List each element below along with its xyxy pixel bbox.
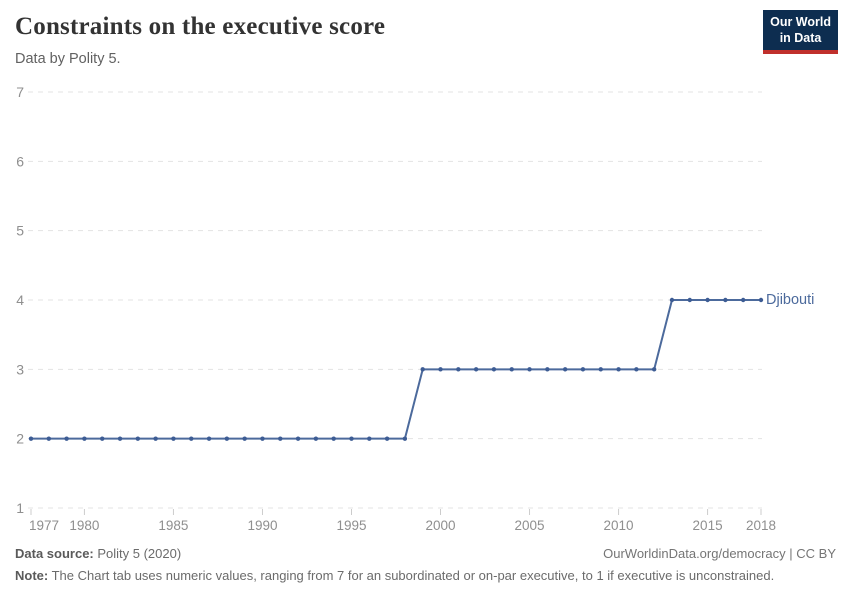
x-tick-label: 1995 <box>336 518 366 533</box>
data-point <box>491 367 497 372</box>
owid-logo-line1: Our World <box>770 15 831 29</box>
x-tick-label: 2010 <box>604 518 634 533</box>
footer-note-row: Note: The Chart tab uses numeric values,… <box>15 568 836 583</box>
data-point <box>242 436 247 441</box>
data-point <box>206 436 212 441</box>
x-tick-label: 2015 <box>693 518 723 533</box>
data-point <box>651 367 657 372</box>
data-point <box>100 436 105 441</box>
x-tick-label: 2018 <box>746 518 776 533</box>
data-point <box>189 436 194 441</box>
data-point <box>384 436 390 441</box>
data-point <box>705 297 710 303</box>
note-label: Note: <box>15 568 49 583</box>
data-point <box>278 436 283 441</box>
y-tick-label: 4 <box>16 292 24 308</box>
data-source-text: Data source: Polity 5 (2020) <box>15 546 181 561</box>
data-point <box>402 436 408 441</box>
data-point <box>260 436 265 441</box>
data-point <box>153 436 158 441</box>
data-point <box>64 436 69 441</box>
data-point <box>438 367 443 372</box>
data-point <box>598 367 603 372</box>
y-tick-label: 5 <box>16 223 24 239</box>
data-point <box>687 297 692 303</box>
data-source-label: Data source: <box>15 546 94 561</box>
data-source-value: Polity 5 (2020) <box>93 546 182 561</box>
data-point <box>313 436 319 441</box>
data-point <box>224 436 230 441</box>
data-point <box>295 436 301 441</box>
data-point <box>82 436 87 441</box>
note-value: The Chart tab uses numeric values, rangi… <box>48 568 775 583</box>
data-point <box>616 367 621 372</box>
x-tick-label: 2005 <box>515 518 545 533</box>
data-point <box>723 297 728 303</box>
data-point <box>509 367 514 372</box>
data-point <box>634 367 639 372</box>
data-point <box>367 436 372 441</box>
data-point <box>473 367 479 372</box>
owid-logo: Our World in Data <box>763 10 838 55</box>
x-tick-label: 1990 <box>247 518 277 533</box>
data-point <box>527 367 532 372</box>
data-point <box>545 367 550 372</box>
y-tick-label: 1 <box>16 500 24 516</box>
data-point <box>135 436 141 441</box>
data-point <box>331 436 336 441</box>
data-line <box>30 299 762 440</box>
x-tick-label: 1985 <box>158 518 188 533</box>
data-point <box>28 436 34 441</box>
x-tick-label: 1980 <box>69 518 99 533</box>
data-point <box>349 436 354 441</box>
footer-source-row: Data source: Polity 5 (2020) OurWorldinD… <box>15 546 836 561</box>
page-subtitle: Data by Polity 5. <box>15 51 121 67</box>
y-tick-label: 3 <box>16 361 24 377</box>
data-point <box>456 367 461 372</box>
x-tick-label: 2000 <box>425 518 455 533</box>
attribution-link[interactable]: OurWorldinData.org/democracy | CC BY <box>603 546 836 561</box>
y-tick-label: 6 <box>16 153 24 169</box>
data-point <box>740 297 746 303</box>
data-point <box>171 436 176 441</box>
data-point <box>420 367 425 372</box>
series-label-djibouti: Djibouti <box>766 292 815 308</box>
data-point <box>758 297 764 303</box>
y-tick-label: 2 <box>16 431 24 447</box>
data-point <box>562 367 568 372</box>
data-point <box>580 367 586 372</box>
page-title: Constraints on the executive score <box>15 13 386 40</box>
owid-logo-line2: in Data <box>779 30 822 45</box>
x-tick-label: 1977 <box>29 518 59 533</box>
y-tick-label: 7 <box>16 84 24 100</box>
data-point <box>46 436 52 441</box>
data-point <box>117 436 123 441</box>
data-point <box>669 297 675 303</box>
